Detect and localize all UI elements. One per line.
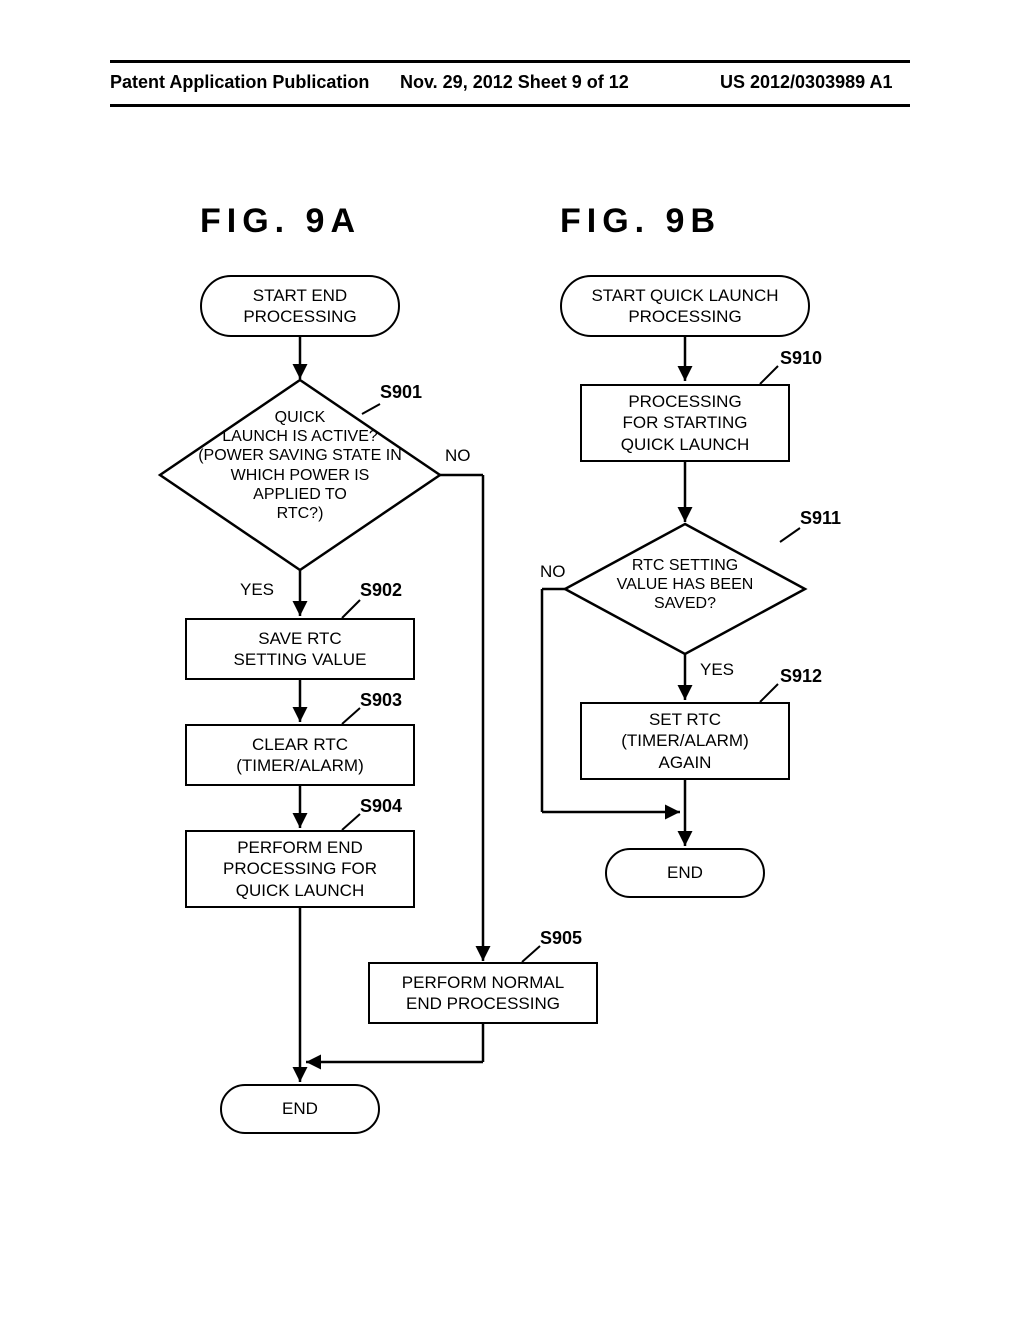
diamond-s901 [160,380,440,570]
fig9a-end-text: END [282,1098,318,1119]
arrow-s912-end [683,780,687,850]
no-path-s901-s905 [438,475,488,965]
tick-s904 [342,814,364,832]
arrow-start-s901 [298,337,302,383]
header-center: Nov. 29, 2012 Sheet 9 of 12 [400,72,629,93]
no-path-s911 [542,589,692,829]
fig-9b-title: FIG. 9B [560,202,721,241]
fig9b-start-text: START QUICK LAUNCH PROCESSING [591,285,778,328]
tick-s901 [362,404,384,416]
header-right: US 2012/0303989 A1 [720,72,892,93]
arrow-s903-s904 [298,786,302,832]
box-s905: PERFORM NORMAL END PROCESSING [368,962,598,1024]
tick-s902 [342,600,364,620]
s910-label: S910 [780,348,822,369]
s904-label: S904 [360,796,402,817]
fig9a-start-text: START END PROCESSING [243,285,356,328]
patent-page: Patent Application Publication Nov. 29, … [0,0,1024,1320]
arrow-s910-s911 [683,462,687,526]
s902-text: SAVE RTC SETTING VALUE [234,628,367,671]
s911-label: S911 [800,508,841,529]
tick-s912 [760,684,782,704]
arrow-s902-s903 [298,680,302,726]
tick-s910 [760,366,782,386]
fig9b-end: END [605,848,765,898]
fig-9a-title: FIG. 9A [200,202,361,241]
fig9a-end: END [220,1084,380,1134]
header-line-top [110,60,910,63]
s905-text: PERFORM NORMAL END PROCESSING [402,972,564,1015]
box-s904: PERFORM END PROCESSING FOR QUICK LAUNCH [185,830,415,908]
s903-text: CLEAR RTC (TIMER/ALARM) [236,734,364,777]
s901-yes: YES [240,580,274,600]
s911-no: NO [540,562,566,582]
box-s902: SAVE RTC SETTING VALUE [185,618,415,680]
tick-s903 [342,708,364,726]
box-s910: PROCESSING FOR STARTING QUICK LAUNCH [580,384,790,462]
s902-label: S902 [360,580,402,601]
s910-text: PROCESSING FOR STARTING QUICK LAUNCH [621,391,749,455]
fig9b-start: START QUICK LAUNCH PROCESSING [560,275,810,337]
arrow-s901-s902 [298,570,302,620]
tick-s905 [522,946,544,964]
s904-text: PERFORM END PROCESSING FOR QUICK LAUNCH [223,837,377,901]
header-left: Patent Application Publication [110,72,369,93]
fig9a-start: START END PROCESSING [200,275,400,337]
s901-no: NO [445,446,471,466]
fig9b-end-text: END [667,862,703,883]
box-s903: CLEAR RTC (TIMER/ALARM) [185,724,415,786]
arrow-startb-s910 [683,337,687,385]
s903-label: S903 [360,690,402,711]
tick-s911 [780,528,804,544]
merge-s905-main [298,1024,488,1066]
s912-label: S912 [780,666,822,687]
s911-yes: YES [700,660,734,680]
s901-label: S901 [380,382,422,403]
s905-label: S905 [540,928,582,949]
header-line-bottom [110,104,910,107]
